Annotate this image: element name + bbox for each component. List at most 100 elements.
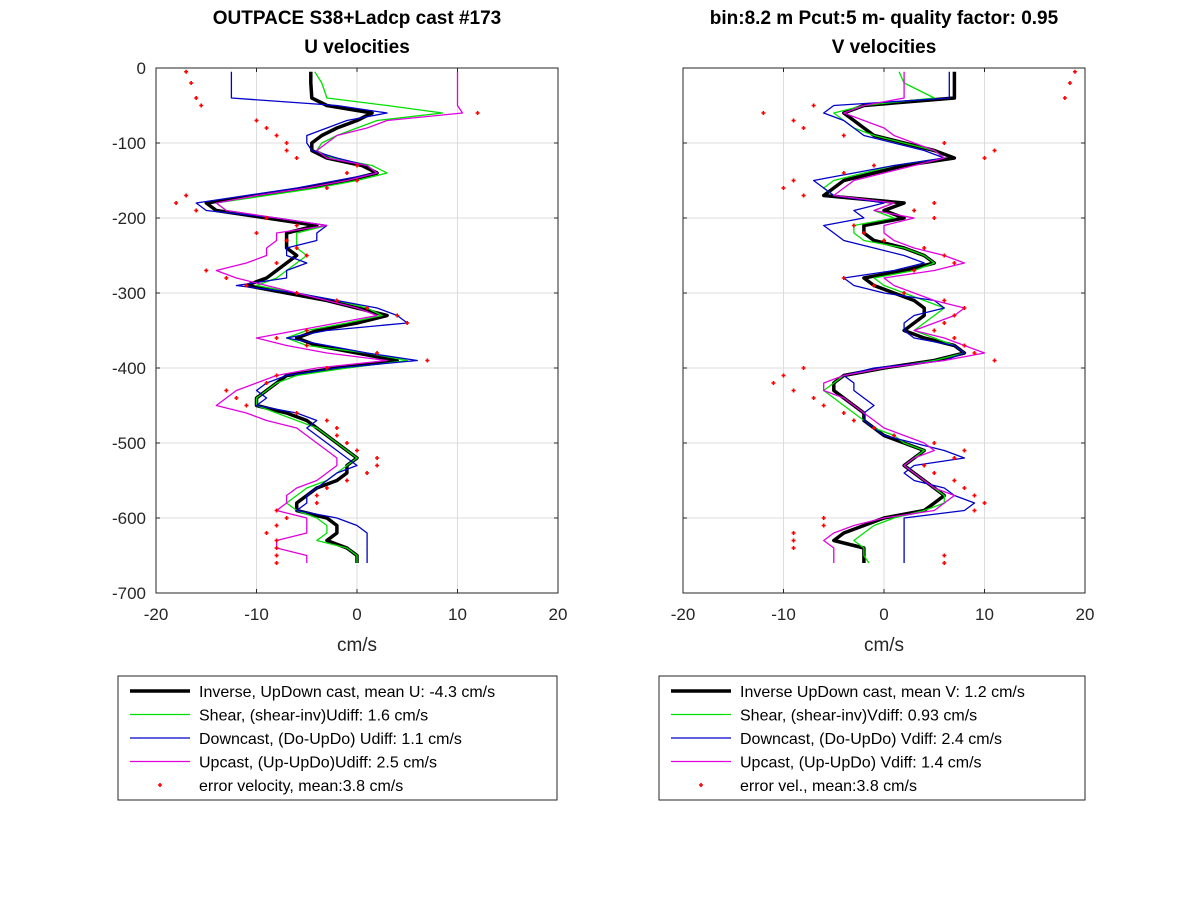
error-velocity-point (801, 366, 806, 370)
error-velocity-point (821, 403, 826, 408)
error-velocity-point (922, 463, 927, 468)
y-tick-label: -100 (112, 134, 146, 153)
error-velocity-point (264, 216, 269, 220)
error-velocity-point (871, 163, 876, 168)
error-velocity-point (375, 351, 380, 355)
error-velocity-point (932, 201, 937, 205)
x-tick-label: -20 (144, 605, 169, 624)
error-velocity-point (952, 261, 957, 265)
error-velocity-point (902, 291, 907, 295)
x-tick-label: -20 (671, 605, 696, 624)
error-velocity-point (972, 493, 977, 498)
error-velocity-point (932, 471, 937, 475)
error-velocity-point (982, 501, 987, 505)
error-velocity-point (962, 486, 967, 490)
chart-subtitle: U velocities (304, 37, 410, 58)
error-velocity-point (334, 426, 339, 430)
error-velocity-point (194, 96, 199, 100)
x-tick-label: 20 (549, 605, 568, 624)
x-tick-label: 10 (448, 605, 467, 624)
y-tick-label: 0 (137, 59, 146, 78)
error-velocity-point (254, 118, 259, 123)
error-velocity-point (324, 186, 329, 190)
legend: Inverse UpDown cast, mean V: 1.2 cm/s She… (658, 675, 1086, 801)
error-velocity-point (184, 193, 189, 198)
plot-area: -20 -10 0 10 200-100-200-300-400-500-600-700 (112, 59, 567, 624)
error-velocity-point (942, 298, 947, 303)
error-velocity-point (274, 336, 279, 340)
legend-entry: error vel., mean:3.8 cm/s (740, 778, 917, 795)
error-velocity-point (962, 306, 967, 310)
error-velocity-point (972, 508, 977, 513)
error-velocity-point (932, 216, 937, 220)
legend-entry: Downcast, (Do-UpDo) Udiff: 1.1 cm/s (199, 731, 462, 748)
error-velocity-point (791, 118, 796, 123)
error-velocity-point (425, 358, 430, 363)
error-velocity-point (274, 553, 279, 558)
error-velocity-point (355, 178, 359, 183)
error-velocity-point (811, 103, 816, 108)
error-velocity-point (851, 223, 856, 228)
series-4-markers (761, 69, 1077, 565)
chart-title: bin:8.2 m Pcut:5 m- quality factor: 0.95 (710, 8, 1059, 29)
y-tick-label: -300 (112, 284, 146, 303)
error-velocity-point (274, 133, 279, 138)
error-velocity-point (791, 178, 796, 183)
error-velocity-point (952, 478, 957, 483)
series-3-line (823, 71, 986, 563)
legend-entry: Inverse, UpDown cast, mean U: -4.3 cm/s (199, 684, 495, 701)
legend-marker (158, 783, 162, 787)
error-velocity-point (952, 313, 957, 318)
error-velocity-point (771, 381, 776, 385)
error-velocity-point (811, 396, 816, 400)
error-velocity-point (324, 418, 329, 423)
error-velocity-point (932, 441, 937, 445)
legend: Inverse, UpDown cast, mean U: -4.3 cm/s S… (117, 675, 558, 801)
error-velocity-point (344, 441, 349, 445)
legend-entry: Upcast, (Up-UpDo)Udiff: 2.5 cm/s (199, 755, 437, 772)
error-velocity-point (304, 343, 309, 348)
error-velocity-point (254, 231, 259, 235)
error-velocity-point (244, 403, 249, 408)
error-velocity-point (294, 291, 299, 295)
error-velocity-point (294, 156, 299, 160)
error-velocity-point (244, 283, 249, 288)
error-velocity-point (199, 103, 204, 108)
error-velocity-point (972, 351, 977, 355)
legend-entry: Shear, (shear-inv)Vdiff: 0.93 cm/s (740, 708, 977, 725)
error-velocity-point (1062, 96, 1067, 100)
error-velocity-point (791, 531, 796, 535)
y-tick-label: -700 (112, 584, 146, 603)
error-velocity-point (871, 426, 876, 430)
error-velocity-point (355, 163, 359, 168)
error-velocity-point (1067, 81, 1072, 85)
error-velocity-point (264, 531, 269, 535)
error-velocity-point (942, 553, 947, 558)
x-tick-label: -10 (244, 605, 269, 624)
chart-title: OUTPACE S38+Ladcp cast #173 (213, 8, 501, 29)
error-velocity-point (952, 336, 957, 340)
error-velocity-point (334, 298, 339, 303)
error-velocity-point (851, 418, 856, 423)
error-velocity-point (801, 126, 806, 130)
error-velocity-point (304, 328, 309, 333)
error-velocity-point (274, 561, 279, 565)
series-2-line (812, 71, 976, 563)
error-velocity-point (314, 501, 319, 505)
error-velocity-point (992, 358, 997, 363)
error-velocity-point (781, 186, 786, 190)
error-velocity-point (861, 231, 866, 235)
error-velocity-point (475, 111, 480, 115)
error-velocity-point (375, 463, 380, 468)
error-velocity-point (405, 321, 410, 325)
error-velocity-point (224, 276, 229, 280)
series-4-markers (174, 69, 480, 565)
legend-entry: Upcast, (Up-UpDo) Vdiff: 1.4 cm/s (740, 755, 982, 772)
error-velocity-point (791, 538, 796, 543)
error-velocity-point (344, 478, 349, 483)
error-velocity-point (274, 373, 279, 378)
y-tick-label: -200 (112, 209, 146, 228)
error-velocity-point (284, 148, 289, 153)
error-velocity-point (871, 283, 876, 288)
x-tick-label: 20 (1076, 605, 1095, 624)
